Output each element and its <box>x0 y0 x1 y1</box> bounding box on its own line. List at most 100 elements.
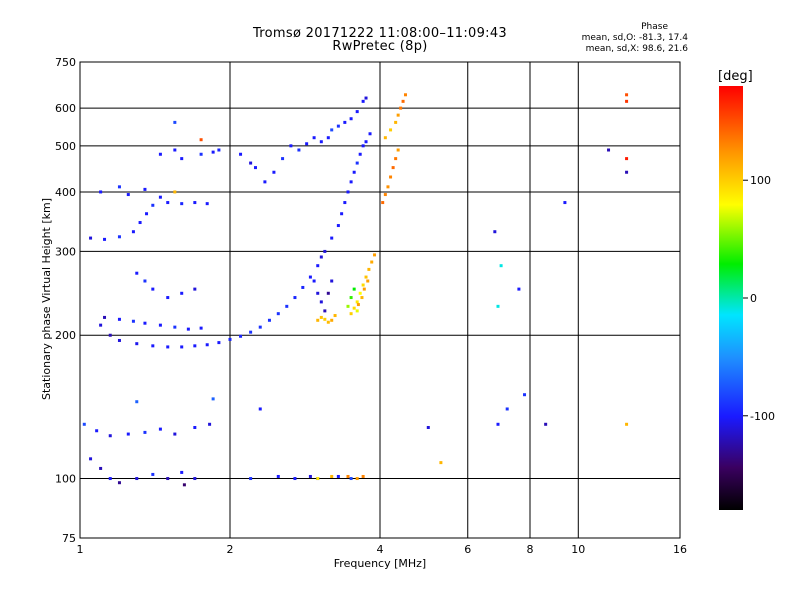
data-point-o <box>326 291 330 295</box>
data-point-o <box>276 312 280 316</box>
data-point-o <box>208 422 212 426</box>
data-points <box>82 93 629 487</box>
data-point-o <box>108 477 112 481</box>
data-point-o <box>143 279 147 283</box>
data-point-x <box>401 99 405 103</box>
data-point-x <box>396 113 400 117</box>
data-point-o <box>308 474 312 478</box>
data-point-o <box>143 430 147 434</box>
colorbar-tick-label: 100 <box>750 174 771 187</box>
data-point-o <box>217 341 221 345</box>
data-point-x <box>625 93 629 97</box>
colorbar-tick-label: 0 <box>750 292 757 305</box>
data-point-x <box>316 318 320 322</box>
data-point-o <box>505 407 509 411</box>
data-point-o <box>138 221 142 225</box>
data-point-o <box>493 230 497 234</box>
data-point-o <box>319 255 323 259</box>
data-point-o <box>349 477 353 481</box>
colorbar-tick-label: -100 <box>750 410 775 423</box>
y-tick-label: 100 <box>55 473 76 486</box>
data-point-o <box>180 345 184 349</box>
data-point-o <box>166 296 170 300</box>
data-point-o <box>103 315 107 319</box>
y-axis-ticks: 75 100 200 300 400 500 600 750 <box>55 56 76 545</box>
data-point-o <box>151 472 155 476</box>
data-point-x <box>326 320 330 324</box>
data-point-o <box>180 157 184 161</box>
data-point-o <box>180 291 184 295</box>
data-point-o <box>563 201 567 205</box>
data-point-o <box>523 393 527 397</box>
data-point-x <box>386 185 390 189</box>
data-point-x <box>394 120 398 124</box>
data-point-o <box>143 321 147 325</box>
data-point-o <box>211 150 215 154</box>
data-point-x <box>403 93 407 97</box>
x-tick-label: 6 <box>464 543 471 556</box>
data-point-o <box>355 110 359 114</box>
data-point-o <box>131 230 135 234</box>
data-point-x <box>383 193 387 197</box>
data-point-x <box>319 315 323 319</box>
data-point-o <box>607 148 611 152</box>
phase-stats-title: Phase <box>641 22 668 32</box>
data-point-o <box>193 201 197 205</box>
data-point-o <box>544 422 548 426</box>
data-point-o <box>249 477 253 481</box>
x-axis-ticks: 1 2 4 6 8 10 16 <box>77 543 688 556</box>
data-point-x <box>383 136 387 140</box>
data-point-o <box>349 180 353 184</box>
y-tick-label: 75 <box>62 532 76 545</box>
data-point-x <box>625 157 629 161</box>
data-point-o <box>199 326 203 330</box>
data-point-x <box>349 296 353 300</box>
data-point-o <box>186 327 190 331</box>
data-point-o <box>180 470 184 474</box>
colorbar-unit: [deg] <box>718 69 753 84</box>
data-point-o <box>276 474 280 478</box>
data-point-o <box>143 187 147 191</box>
data-point-o <box>343 120 347 124</box>
data-point-o <box>323 309 327 313</box>
data-point-o <box>180 202 184 206</box>
data-point-x <box>358 291 362 295</box>
data-point-x <box>361 283 365 287</box>
data-point-x <box>316 477 320 481</box>
data-point-o <box>135 477 139 481</box>
data-point-o <box>297 148 301 152</box>
phase-stats-o: mean, sd,O: -81.3, 17.4 <box>581 33 688 43</box>
data-point-x <box>396 148 400 152</box>
data-point-o <box>499 264 503 268</box>
data-point-o <box>131 319 135 323</box>
data-point-o <box>336 224 340 228</box>
data-point-o <box>89 457 93 461</box>
data-point-o <box>82 422 86 426</box>
colorbar-ticks: 100 0 -100 <box>743 174 775 423</box>
x-tick-label: 1 <box>77 543 84 556</box>
data-point-o <box>239 152 243 156</box>
data-point-o <box>349 117 353 121</box>
data-point-o <box>158 323 162 327</box>
data-point-o <box>151 203 155 207</box>
chart-title: Tromsø 20171222 11:08:00–11:09:43 <box>252 26 508 41</box>
data-point-x <box>367 267 371 271</box>
data-point-o <box>199 152 203 156</box>
data-point-o <box>308 275 312 279</box>
data-point-o <box>258 407 262 411</box>
data-point-o <box>151 344 155 348</box>
data-point-o <box>301 285 305 289</box>
data-point-o <box>364 140 368 144</box>
data-point-o <box>293 296 297 300</box>
data-point-x <box>373 253 377 257</box>
data-point-o <box>126 432 130 436</box>
data-point-o <box>281 157 285 161</box>
data-point-o <box>158 195 162 199</box>
data-point-o <box>358 152 362 156</box>
data-point-o <box>117 185 121 189</box>
data-point-x <box>625 422 629 426</box>
data-point-o <box>355 161 359 165</box>
data-point-o <box>108 434 112 438</box>
y-tick-label: 200 <box>55 329 76 342</box>
